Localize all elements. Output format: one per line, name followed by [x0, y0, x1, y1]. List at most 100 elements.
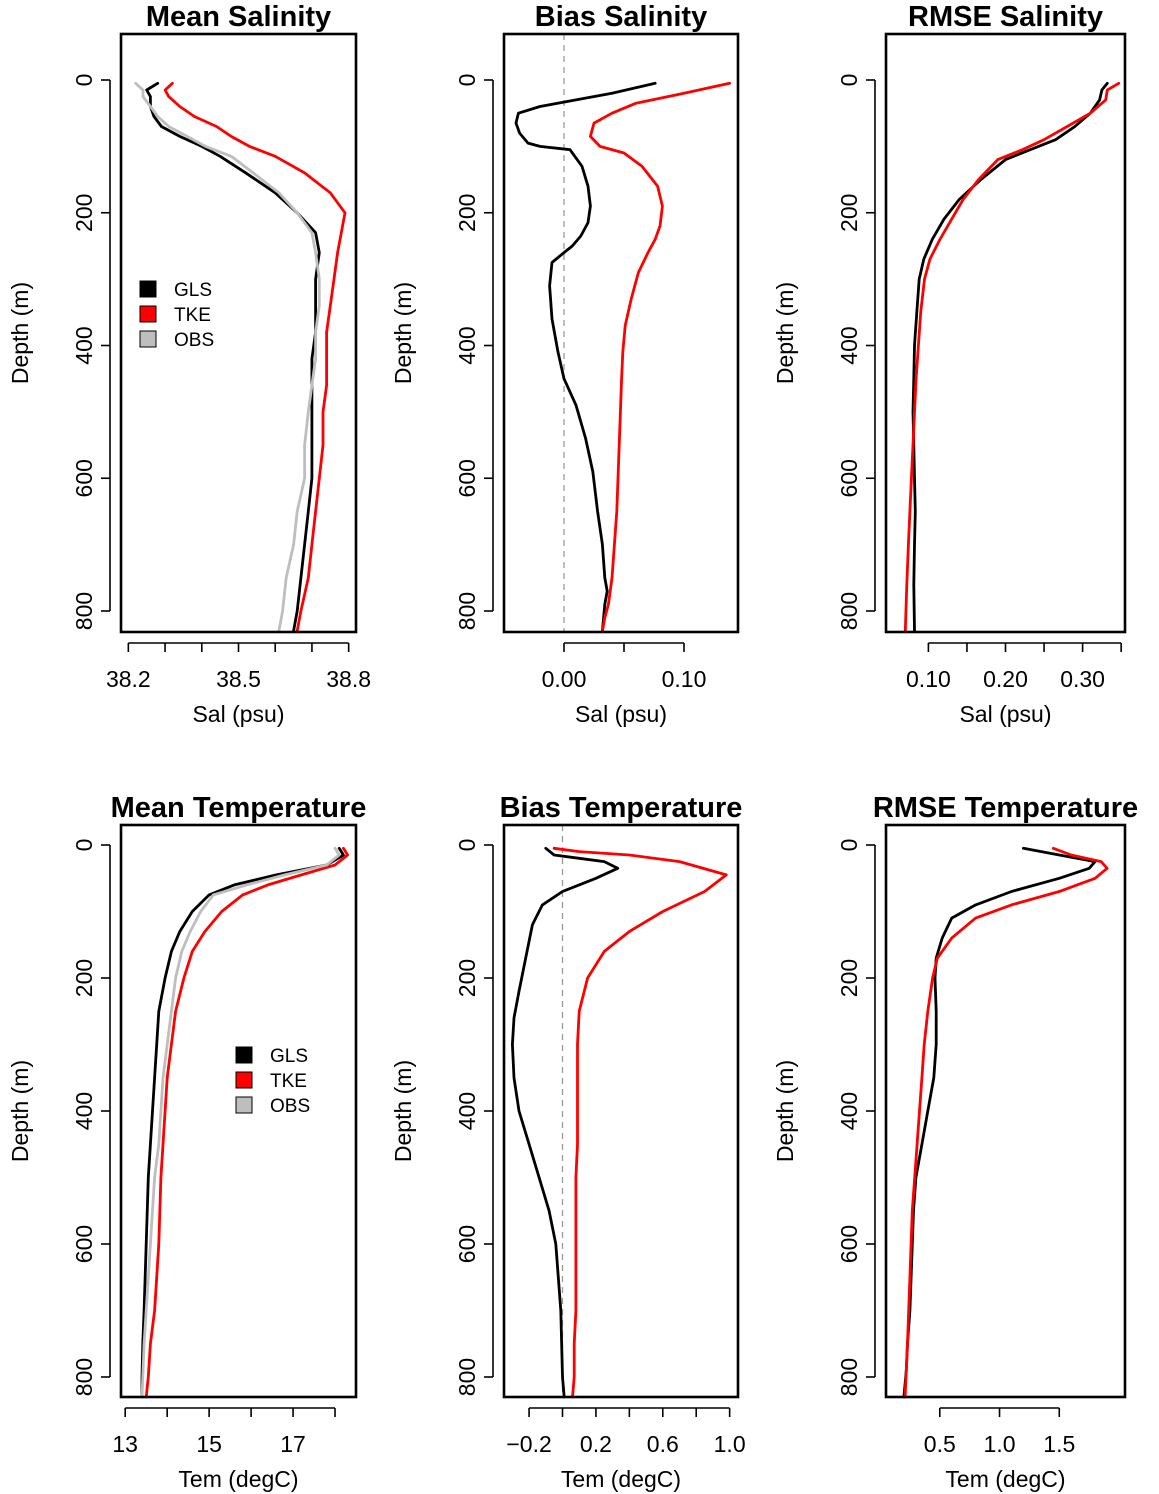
y-tick-label: 200 — [71, 959, 97, 997]
y-axis-label: Depth (m) — [7, 1060, 33, 1162]
legend-swatch-tke — [235, 1071, 253, 1089]
legend-swatch-obs — [139, 330, 157, 348]
y-tick-label: 400 — [454, 326, 480, 364]
legend-label-gls: GLS — [270, 1046, 308, 1067]
panel-title: Bias Temperature — [500, 792, 743, 824]
series-line-gls — [145, 81, 321, 633]
y-axis-label: Depth (m) — [390, 282, 416, 384]
y-tick-label: 400 — [454, 1092, 480, 1130]
y-tick-label: 200 — [71, 194, 97, 232]
x-tick-label: 0.20 — [983, 666, 1028, 692]
x-tick-label: 0.10 — [906, 666, 951, 692]
plot-frame — [119, 32, 358, 634]
y-tick-label: 800 — [71, 592, 97, 630]
series-line-obs — [140, 846, 341, 1399]
x-tick-label: 0.5 — [924, 1431, 956, 1457]
plot-frame — [884, 32, 1127, 634]
series-line-gls — [902, 846, 1097, 1399]
x-tick-label: 15 — [196, 1431, 222, 1457]
panel-title: Mean Temperature — [111, 792, 367, 824]
plot-frame — [884, 823, 1127, 1399]
x-tick-label: 1.0 — [984, 1431, 1016, 1457]
x-tick-label: 0.00 — [542, 666, 587, 692]
y-tick-label: 800 — [836, 592, 862, 630]
legend-swatch-gls — [235, 1046, 253, 1064]
x-axis-label: Sal (psu) — [959, 701, 1051, 727]
x-tick-label: 1.5 — [1043, 1431, 1075, 1457]
y-tick-label: 400 — [836, 1092, 862, 1130]
legend: GLS TKE OBS — [235, 1046, 310, 1117]
series-line-tke — [589, 81, 731, 633]
plot-frame — [119, 823, 358, 1399]
series-line-gls — [140, 846, 345, 1399]
x-axis-label: Tem (degC) — [561, 1466, 681, 1492]
x-tick-label: 38.8 — [326, 666, 371, 692]
y-tick-label: 600 — [836, 1225, 862, 1263]
legend-swatch-obs — [235, 1096, 253, 1114]
y-tick-label: 400 — [71, 1092, 97, 1130]
y-tick-label: 200 — [454, 194, 480, 232]
legend-swatch-gls — [139, 280, 157, 298]
panel-rmse-salinity: RMSE Salinity 0 200 400 600 800 Depth (m) 0.10 0… — [772, 1, 1127, 727]
y-tick-label: 0 — [71, 74, 97, 87]
y-axis-label: Depth (m) — [7, 282, 33, 384]
series-line-gls — [511, 846, 620, 1399]
panel-bias-temperature: Bias Temperature 0 200 400 600 800 Depth (m) −0… — [390, 792, 746, 1492]
x-tick-label: 38.5 — [216, 666, 261, 692]
panel-title: Bias Salinity — [535, 1, 707, 33]
legend-label-obs: OBS — [174, 330, 214, 351]
legend-label-tke: TKE — [174, 305, 211, 326]
plot-frame — [502, 32, 740, 634]
y-tick-label: 800 — [836, 1358, 862, 1396]
y-tick-label: 800 — [71, 1358, 97, 1396]
x-tick-label: 0.2 — [580, 1431, 612, 1457]
x-axis-label: Tem (degC) — [178, 1466, 298, 1492]
panel-mean-temperature: Mean Temperature 0 200 400 600 800 Depth (m) 13… — [7, 792, 366, 1492]
y-tick-label: 0 — [836, 839, 862, 852]
y-tick-label: 0 — [454, 74, 480, 87]
x-tick-label: 0.30 — [1060, 666, 1105, 692]
panel-title: Mean Salinity — [146, 1, 331, 33]
legend-label-obs: OBS — [270, 1096, 310, 1117]
y-tick-label: 400 — [836, 326, 862, 364]
y-tick-label: 0 — [454, 839, 480, 852]
y-tick-label: 200 — [454, 959, 480, 997]
legend-label-tke: TKE — [270, 1071, 307, 1092]
y-tick-label: 200 — [836, 959, 862, 997]
x-tick-label: 38.2 — [106, 666, 151, 692]
y-tick-label: 600 — [71, 1225, 97, 1263]
series-line-tke — [903, 81, 1121, 633]
series-line-gls — [911, 81, 1109, 633]
legend-label-gls: GLS — [174, 280, 212, 301]
y-tick-label: 400 — [71, 326, 97, 364]
y-tick-label: 600 — [71, 459, 97, 497]
panel-rmse-temperature: RMSE Temperature 0 200 400 600 800 Depth (m) 0.… — [772, 792, 1138, 1492]
panel-bias-salinity: Bias Salinity 0 200 400 600 800 Depth (m) 0.00 0… — [390, 1, 740, 727]
x-tick-label: 0.10 — [662, 666, 707, 692]
series-line-tke — [144, 846, 350, 1399]
x-tick-label: 0.6 — [647, 1431, 679, 1457]
x-axis-label: Sal (psu) — [192, 701, 284, 727]
y-tick-label: 600 — [454, 1225, 480, 1263]
x-tick-label: 1.0 — [714, 1431, 746, 1457]
panel-title: RMSE Salinity — [908, 1, 1103, 33]
y-axis-label: Depth (m) — [390, 1060, 416, 1162]
x-axis-label: Sal (psu) — [575, 701, 667, 727]
y-tick-label: 0 — [836, 74, 862, 87]
plot-frame — [502, 823, 740, 1399]
y-axis-label: Depth (m) — [772, 282, 798, 384]
panel-mean-salinity: Mean Salinity 0 200 400 600 800 Depth (m) 38.2 3… — [7, 1, 371, 727]
y-tick-label: 600 — [836, 459, 862, 497]
series-line-tke — [552, 846, 728, 1399]
series-line-tke — [163, 81, 347, 633]
x-tick-label: 17 — [280, 1431, 306, 1457]
y-tick-label: 0 — [71, 839, 97, 852]
legend-swatch-tke — [139, 305, 157, 323]
y-tick-label: 800 — [454, 592, 480, 630]
y-tick-label: 800 — [454, 1358, 480, 1396]
y-tick-label: 200 — [836, 194, 862, 232]
series-line-gls — [514, 81, 657, 633]
x-axis-label: Tem (degC) — [945, 1466, 1065, 1492]
panel-title: RMSE Temperature — [873, 792, 1138, 824]
